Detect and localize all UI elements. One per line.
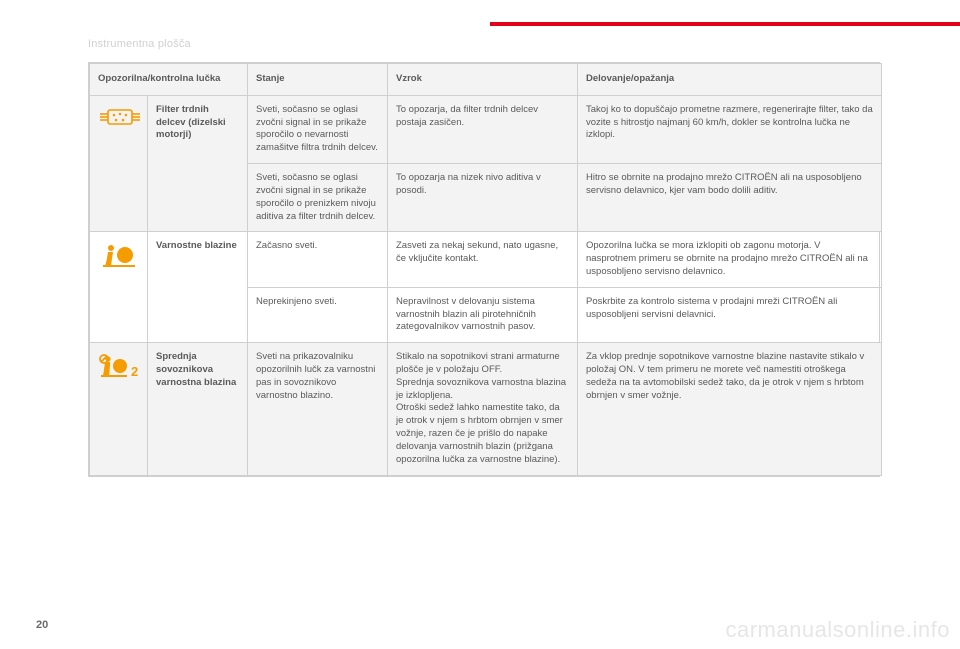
section-title: Instrumentna plošča — [88, 38, 191, 50]
cell-action: Poskrbite za kontrolo sistema v prodajni… — [578, 287, 882, 342]
cell-cause: Nepravilnost v delovanju sistema varnost… — [388, 287, 578, 342]
cell-action: Hitro se obrnite na prodajno mrežo CITRO… — [578, 164, 882, 232]
cell-state: Sveti, sočasno se oglasi zvočni signal i… — [248, 164, 388, 232]
table-row: 2 Sprednja sovoznikova varnostna blazina… — [90, 343, 882, 475]
cell-icon: 2 — [90, 343, 148, 475]
airbag-off-icon: 2 — [98, 353, 142, 386]
header-state: Stanje — [248, 64, 388, 96]
cell-state: Neprekinjeno sveti. — [248, 287, 388, 342]
header-cause: Vzrok — [388, 64, 578, 96]
header-warning-light: Opozorilna/kontrolna lučka — [90, 64, 248, 96]
watermark: carmanualsonline.info — [725, 617, 950, 643]
page-number: 20 — [36, 619, 48, 631]
warning-lights-table: Opozorilna/kontrolna lučka Stanje Vzrok … — [88, 62, 880, 477]
table-row: Filter trdnih delcev (dizelski motorji) … — [90, 95, 882, 163]
cell-action: Opozorilna lučka se mora izklopiti ob za… — [578, 232, 882, 287]
cell-action: Takoj ko to dopuščajo prometne razmere, … — [578, 95, 882, 163]
table-header-row: Opozorilna/kontrolna lučka Stanje Vzrok … — [90, 64, 882, 96]
airbag-icon — [99, 242, 139, 273]
cell-cause: To opozarja, da filter trdnih delcev pos… — [388, 95, 578, 163]
svg-text:2: 2 — [131, 364, 138, 379]
cell-state: Sveti, sočasno se oglasi zvočni signal i… — [248, 95, 388, 163]
header-action: Delovanje/opažanja — [578, 64, 882, 96]
cell-name: Sprednja sovoznikova varnostna blazina — [148, 343, 248, 475]
dpf-icon — [98, 106, 142, 133]
cell-state: Sveti na prikazovalniku opozorilnih lučk… — [248, 343, 388, 475]
cell-action: Za vklop prednje sopotnikove varnostne b… — [578, 343, 882, 475]
cell-cause: To opozarja na nizek nivo aditiva v poso… — [388, 164, 578, 232]
cell-icon — [90, 232, 148, 343]
table-row: Varnostne blazine Začasno sveti. Zasveti… — [90, 232, 882, 287]
cell-cause: Zasveti za nekaj sekund, nato ugasne, če… — [388, 232, 578, 287]
header-red-bar — [490, 22, 960, 26]
cell-icon — [90, 95, 148, 232]
cell-state: Začasno sveti. — [248, 232, 388, 287]
cell-name: Varnostne blazine — [148, 232, 248, 343]
cell-name: Filter trdnih delcev (dizelski motorji) — [148, 95, 248, 232]
cell-cause: Stikalo na sopotnikovi strani armaturne … — [388, 343, 578, 475]
